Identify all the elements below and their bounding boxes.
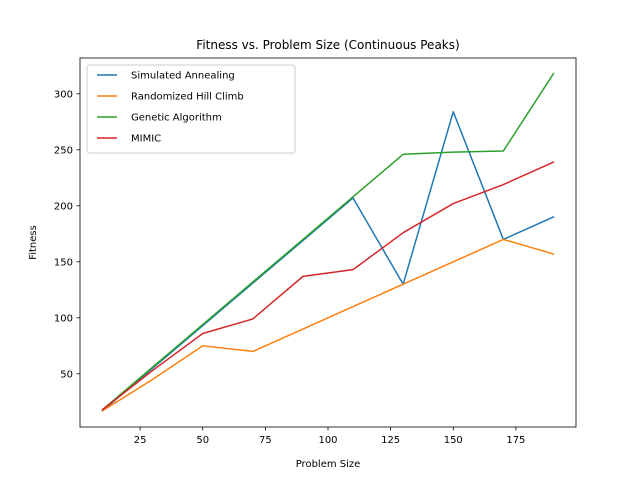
x-axis: 25 50 75 100 125 150 175 [134, 427, 525, 446]
y-tick-label: 200 [54, 201, 73, 212]
legend-box [86, 64, 296, 154]
x-tick-label: 25 [134, 435, 147, 446]
x-tick-label: 150 [444, 435, 463, 446]
x-tick-label: 175 [506, 435, 525, 446]
x-axis-label: Problem Size [296, 459, 361, 470]
series-line-randomized-hill-climb [101, 238, 555, 412]
y-axis-label: Fitness [28, 225, 39, 260]
y-tick-label: 50 [60, 369, 73, 380]
y-axis: 50 100 150 200 250 300 [54, 89, 80, 380]
series-layer [101, 72, 555, 412]
x-tick-label: 50 [196, 435, 209, 446]
legend-label: MIMIC [131, 134, 161, 145]
legend-label: Randomized Hill Climb [131, 92, 244, 103]
series-line-simulated-annealing [101, 111, 555, 412]
y-tick-label: 250 [54, 145, 73, 156]
legend: Simulated Annealing Randomized Hill Climb… [86, 64, 296, 154]
legend-label: Genetic Algorithm [131, 113, 222, 124]
y-tick-label: 300 [54, 89, 73, 100]
y-tick-label: 100 [54, 313, 73, 324]
series-line-mimic [101, 161, 555, 411]
x-tick-label: 100 [318, 435, 337, 446]
series-line-genetic-algorithm [101, 72, 555, 411]
x-tick-label: 75 [259, 435, 272, 446]
x-tick-label: 125 [381, 435, 400, 446]
chart-title: Fitness vs. Problem Size (Continuous Pea… [196, 38, 459, 52]
legend-label: Simulated Annealing [131, 71, 235, 82]
y-tick-label: 150 [54, 257, 73, 268]
